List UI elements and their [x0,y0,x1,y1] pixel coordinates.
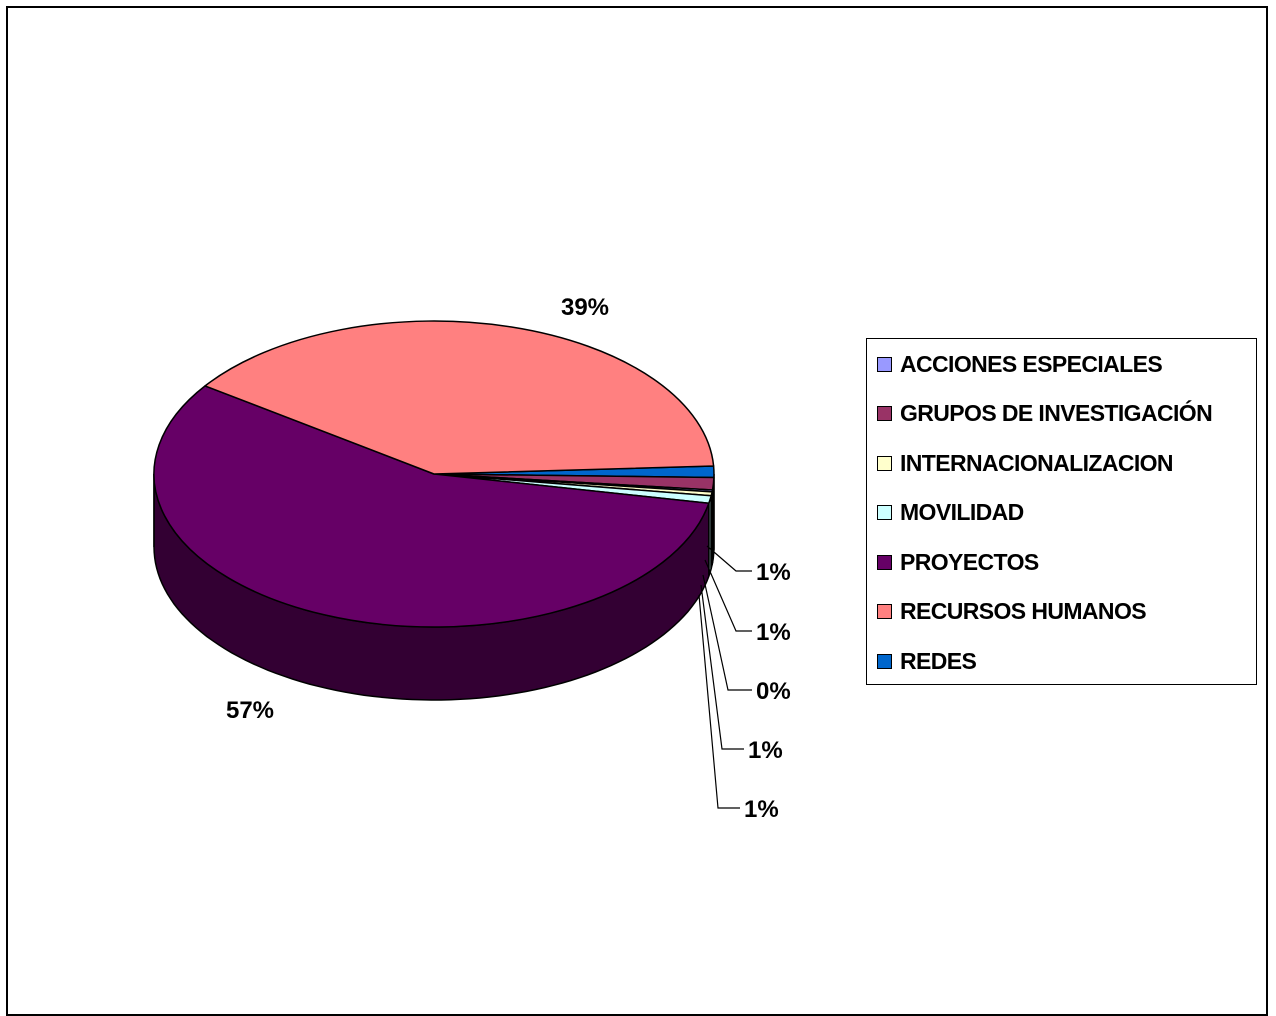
data-label-grupos-de-investigacion: 1% [756,619,791,646]
legend-item-grupos-de-investigacion: GRUPOS DE INVESTIGACIÓN [877,399,1212,429]
legend-label: GRUPOS DE INVESTIGACIÓN [900,400,1212,427]
legend-swatch [877,505,892,520]
legend-label: REDES [900,648,976,675]
data-label-recursos-humanos: 39% [561,294,609,321]
legend-item-recursos-humanos: RECURSOS HUMANOS [877,597,1146,627]
data-label-proyectos: 57% [226,697,274,724]
legend-label: INTERNACIONALIZACION [900,450,1173,477]
legend-item-proyectos: PROYECTOS [877,547,1039,577]
legend-label: RECURSOS HUMANOS [900,598,1146,625]
legend-swatch [877,654,892,669]
legend-item-redes: REDES [877,646,976,676]
data-label-acciones-especiales: 0% [756,678,791,705]
legend-swatch [877,604,892,619]
leader-line-acciones-especiales [703,575,752,690]
legend-swatch [877,555,892,570]
data-label-movilidad: 1% [744,796,779,823]
legend-item-movilidad: MOVILIDAD [877,498,1024,528]
legend-label: ACCIONES ESPECIALES [900,351,1162,378]
legend-swatch [877,406,892,421]
data-label-redes: 1% [756,559,791,586]
legend-label: MOVILIDAD [900,499,1024,526]
legend-item-internacionalizacion: INTERNACIONALIZACION [877,448,1173,478]
data-label-internacionalizacion: 1% [748,737,783,764]
legend-item-acciones-especiales: ACCIONES ESPECIALES [877,349,1162,379]
legend-swatch [877,357,892,372]
legend-swatch [877,456,892,471]
legend-label: PROYECTOS [900,549,1039,576]
legend: ACCIONES ESPECIALES GRUPOS DE INVESTIGACI… [866,338,1257,685]
